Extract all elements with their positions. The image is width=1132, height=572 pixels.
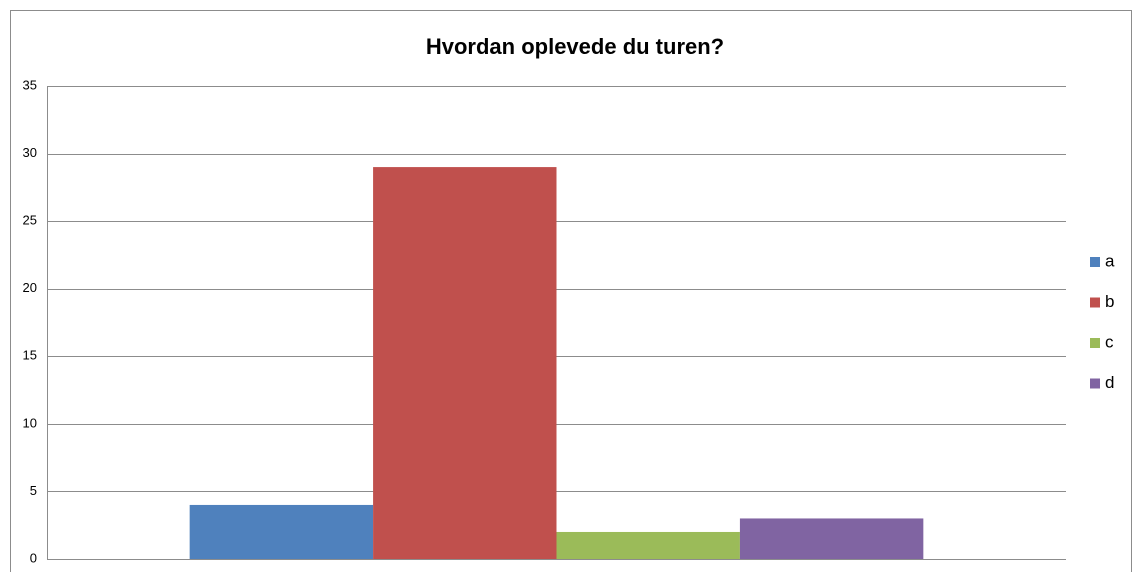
y-tick-label: 10 [23,415,37,430]
legend-swatch [1090,297,1100,308]
chart-title: Hvordan oplevede du turen? [426,34,724,59]
bar [556,531,740,559]
legend-label: d [1105,373,1114,392]
legend-swatch [1090,338,1100,348]
legend-swatch [1090,378,1100,389]
legend-swatch [1090,257,1100,267]
y-tick-label: 5 [30,483,37,498]
y-tick-label: 20 [23,280,37,295]
bar [189,504,374,559]
y-tick-label: 30 [23,145,37,160]
legend-label: a [1105,251,1115,270]
y-tick-label: 15 [23,348,37,363]
bar [739,518,924,559]
chart-border [10,10,1132,572]
bar [373,167,557,560]
y-tick-label: 0 [30,550,37,565]
y-tick-label: 25 [23,213,37,228]
legend-label: b [1105,292,1114,311]
legend-label: c [1105,332,1114,351]
y-tick-label: 35 [23,77,37,92]
